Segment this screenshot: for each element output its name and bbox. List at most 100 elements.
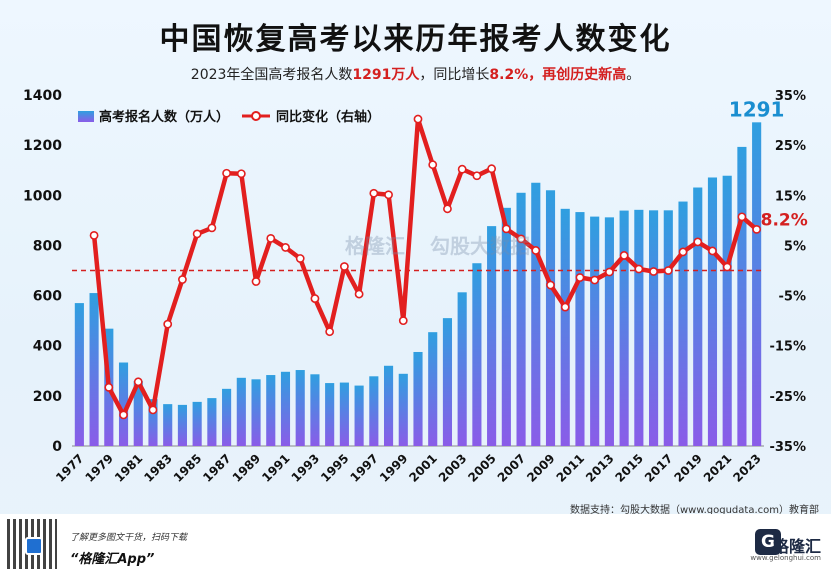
combo-chart: 0 200 400 600 800 1000 1200 1400 -35% -25% -15% -5%… [23, 88, 808, 485]
bar [663, 210, 673, 446]
yoy-point [281, 243, 290, 252]
yoy-point [708, 246, 717, 256]
right-tick-label: -35% [769, 440, 806, 455]
yoy-point [457, 164, 467, 174]
yoy-point [575, 273, 585, 282]
x-tick-label: 1999 [377, 451, 411, 485]
brand-logo-icon: G [755, 529, 781, 555]
left-tick-label: 1200 [23, 138, 62, 154]
right-tick-label: 5% [784, 239, 806, 254]
x-tick-label: 1993 [289, 451, 323, 485]
x-axis-labels: 1977197919811983198519871989199119931995… [53, 451, 764, 485]
bar [693, 187, 703, 447]
bar [266, 375, 276, 446]
bar [413, 351, 423, 446]
left-tick-label: 200 [33, 389, 62, 405]
legend-bar-label: 高考报名人数（万人） [99, 109, 229, 125]
bar [251, 379, 261, 446]
yoy-point [119, 410, 128, 420]
x-tick-label: 1981 [112, 451, 146, 485]
yoy-point [339, 262, 349, 271]
yoy-point [663, 266, 673, 275]
yoy-point [398, 316, 408, 326]
bar [560, 208, 570, 446]
left-tick-label: 400 [33, 339, 62, 355]
x-tick-label: 1995 [318, 451, 352, 485]
yoy-point [222, 168, 231, 178]
x-tick-label: 1979 [82, 451, 116, 485]
x-tick-label: 2007 [495, 451, 529, 485]
right-tick-label: 35% [775, 89, 806, 104]
bar [339, 382, 349, 446]
subtitle-prefix: 2023年全国高考报名人数 [190, 67, 353, 83]
bar [192, 401, 202, 446]
chart-title: 中国恢复高考以来历年报考人数变化 [159, 22, 672, 57]
right-tick-label: 15% [775, 189, 806, 204]
x-tick-label: 2017 [642, 451, 676, 485]
bar [280, 371, 291, 446]
bar [222, 388, 232, 446]
yoy-point [693, 237, 703, 247]
bar [604, 217, 614, 446]
bar [722, 175, 732, 447]
bar [310, 374, 320, 446]
subtitle-mid: ，同比增长 [419, 67, 490, 83]
yoy-point [649, 267, 658, 276]
bar [545, 190, 556, 446]
yoy-point [752, 224, 762, 234]
watermark-right: 勾股大数据 [430, 234, 530, 258]
x-tick-label: 1977 [53, 451, 87, 485]
bar [295, 370, 305, 446]
yoy-point [737, 212, 747, 222]
footer-promo-text: 了解更多图文干货，扫码下载 [70, 533, 188, 543]
yoy-point [207, 223, 217, 233]
bar [501, 207, 511, 446]
yoy-point [266, 234, 276, 243]
bar [634, 209, 644, 446]
brand-name: 格隆汇 [772, 537, 821, 556]
yoy-points [89, 114, 762, 420]
bar [236, 377, 246, 446]
yoy-point [501, 224, 511, 234]
right-axis: -35% -25% -15% -5% 5% 15% 25% 35% [769, 89, 806, 455]
bar [354, 385, 364, 446]
yoy-line [91, 116, 759, 418]
bar [325, 383, 335, 446]
legend-line-label: 同比变化（右轴） [276, 109, 380, 125]
x-tick-label: 2011 [554, 451, 588, 485]
yoy-point [251, 277, 261, 286]
qr-logo-icon [25, 537, 43, 555]
left-tick-label: 1000 [23, 188, 62, 204]
subtitle-value: 1291万人 [352, 67, 420, 83]
bar [575, 212, 585, 446]
bar [428, 332, 438, 446]
yoy-point [443, 204, 452, 214]
bar [457, 292, 467, 446]
legend: 高考报名人数（万人） 同比变化（右轴） [78, 109, 380, 125]
bar [442, 318, 453, 446]
legend-bar-swatch [78, 111, 94, 122]
bar [89, 293, 99, 446]
yoy-point [487, 164, 497, 174]
yoy-point [295, 254, 305, 263]
yoy-point [178, 275, 187, 284]
x-tick-label: 1983 [141, 451, 175, 485]
yoy-point [369, 188, 379, 198]
bar [133, 381, 143, 446]
bar [398, 373, 408, 446]
x-tick-label: 1991 [259, 451, 293, 485]
yoy-point [163, 319, 173, 329]
bar [207, 398, 217, 446]
yoy-point [148, 405, 158, 415]
data-source: 数据支持：勾股大数据（www.gogudata.com）教育部 [569, 505, 819, 516]
left-tick-label: 800 [33, 238, 62, 254]
x-tick-label: 2005 [465, 451, 499, 485]
x-tick-label: 1989 [230, 451, 264, 485]
bar [148, 399, 158, 446]
yoy-point [590, 275, 600, 285]
chart-subtitle: 2023年全国高考报名人数1291万人，同比增长8.2%，再创历史新高。 [0, 64, 831, 84]
x-tick-label: 2023 [730, 451, 764, 485]
yoy-point [546, 280, 555, 290]
bar [487, 226, 497, 446]
